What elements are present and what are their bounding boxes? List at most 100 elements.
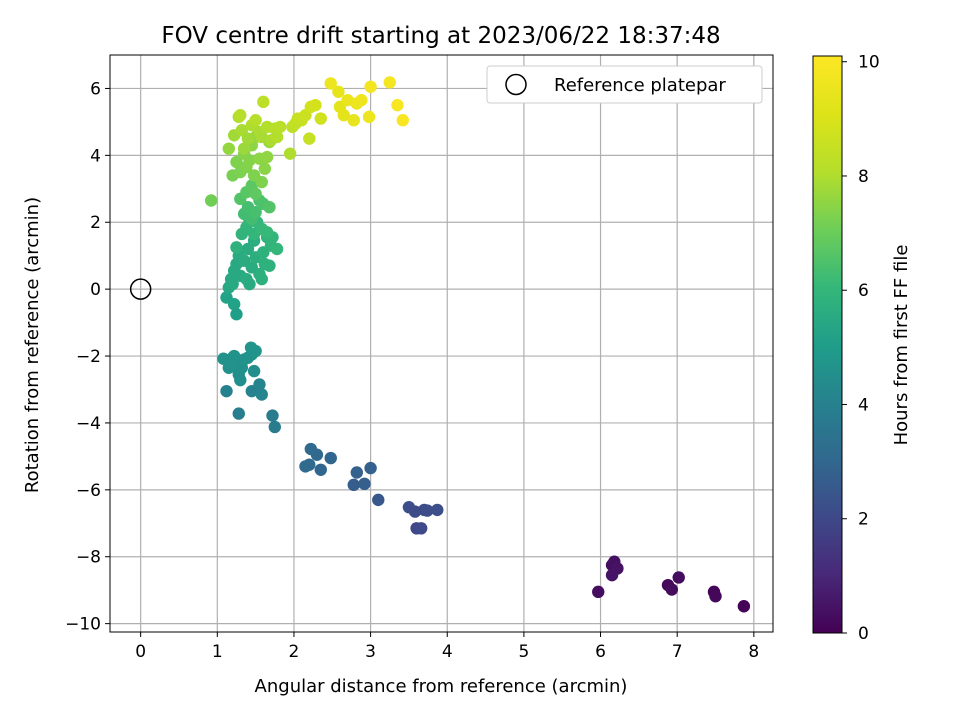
data-point <box>226 277 239 291</box>
data-point <box>237 142 251 155</box>
colorbar-tick-label: 0 <box>858 624 869 644</box>
data-point <box>283 147 297 160</box>
legend-entry-label: Reference platepar <box>554 75 726 96</box>
colorbar-tick-label: 4 <box>858 395 869 415</box>
data-point <box>709 590 722 603</box>
data-point <box>332 85 345 98</box>
data-point <box>605 568 619 582</box>
data-point <box>243 277 256 291</box>
y-tick-label: −8 <box>76 548 101 568</box>
colorbar-label: Hours from first FF file <box>891 245 912 446</box>
x-tick-label: 5 <box>518 642 529 662</box>
data-point <box>234 373 247 387</box>
data-point <box>249 206 262 219</box>
data-point <box>270 130 284 144</box>
x-tick-label: 4 <box>442 642 453 662</box>
x-tick-label: 7 <box>672 642 683 662</box>
data-point <box>220 384 233 398</box>
y-tick-label: 2 <box>90 213 101 233</box>
data-point <box>255 272 268 286</box>
data-point <box>227 349 241 363</box>
data-point <box>362 110 376 124</box>
data-point <box>249 114 262 127</box>
data-point <box>391 98 404 112</box>
data-point <box>304 442 318 456</box>
data-point <box>383 76 396 89</box>
data-point <box>324 77 337 90</box>
x-axis-label: Angular distance from reference (arcmin) <box>255 676 628 697</box>
data-point <box>217 352 230 365</box>
colorbar-ticks: 0 2 4 6 8 10 <box>842 53 880 644</box>
y-tick-label: −10 <box>65 615 101 635</box>
data-point <box>665 583 679 596</box>
x-tick-label: 8 <box>748 642 759 662</box>
data-point <box>309 98 322 112</box>
y-tick-label: −6 <box>76 481 101 501</box>
plot-area-frame <box>109 54 774 633</box>
data-point <box>266 409 279 422</box>
data-point <box>230 308 243 321</box>
data-point <box>347 114 360 127</box>
data-point <box>241 132 255 145</box>
data-point <box>257 95 270 109</box>
y-tick-label: 4 <box>90 146 101 166</box>
x-tick-label: 2 <box>289 642 300 662</box>
data-point <box>273 120 287 134</box>
x-tick-label: 0 <box>135 642 146 662</box>
data-point <box>234 109 247 122</box>
x-axis-ticks: 0 1 2 3 4 5 6 7 8 <box>135 632 759 662</box>
data-point <box>232 407 245 420</box>
y-axis-label: Rotation from reference (arcmin) <box>22 197 43 493</box>
data-point <box>227 297 241 311</box>
data-point <box>414 522 428 535</box>
data-point <box>372 493 385 507</box>
data-point <box>255 388 268 401</box>
data-point <box>314 112 327 125</box>
grid-lines <box>110 55 773 632</box>
data-point <box>431 503 444 517</box>
data-point <box>253 378 266 391</box>
legend-box <box>486 65 763 104</box>
data-point <box>337 109 350 122</box>
data-point <box>324 451 337 465</box>
data-point <box>347 478 360 492</box>
data-point <box>263 200 276 214</box>
colorbar: 0 2 4 6 8 10 Hours from first FF file <box>812 53 912 644</box>
data-point <box>396 114 409 127</box>
data-point <box>255 175 268 189</box>
y-tick-label: −2 <box>76 347 101 367</box>
data-point <box>737 600 751 613</box>
colorbar-gradient <box>812 55 843 634</box>
data-point <box>421 504 434 517</box>
data-point <box>230 241 243 254</box>
data-point <box>270 242 284 256</box>
y-tick-label: −4 <box>76 414 101 434</box>
data-point <box>258 162 272 175</box>
y-tick-label: 0 <box>90 280 101 300</box>
colorbar-tick-label: 6 <box>858 281 869 301</box>
data-point <box>672 571 685 584</box>
data-point <box>260 150 274 164</box>
legend: Reference platepar <box>486 65 763 104</box>
x-tick-label: 3 <box>365 642 376 662</box>
data-point <box>204 194 218 207</box>
data-point <box>358 477 371 491</box>
data-point <box>303 132 316 145</box>
data-point <box>222 142 236 155</box>
y-axis-ticks: −10 −8 −6 −4 −2 0 2 4 6 <box>65 79 110 635</box>
x-tick-label: 6 <box>595 642 606 662</box>
data-point <box>364 80 377 93</box>
data-point <box>408 505 422 518</box>
data-point <box>263 259 276 272</box>
y-tick-label: 6 <box>90 79 101 99</box>
data-point <box>247 364 261 378</box>
colorbar-tick-label: 10 <box>858 53 880 73</box>
legend-reference-marker <box>505 73 527 96</box>
data-point <box>249 187 262 201</box>
data-point <box>355 93 368 107</box>
data-point <box>260 226 274 239</box>
data-point <box>244 341 258 354</box>
chart-title: FOV centre drift starting at 2023/06/22 … <box>161 23 720 49</box>
data-point <box>592 585 605 599</box>
